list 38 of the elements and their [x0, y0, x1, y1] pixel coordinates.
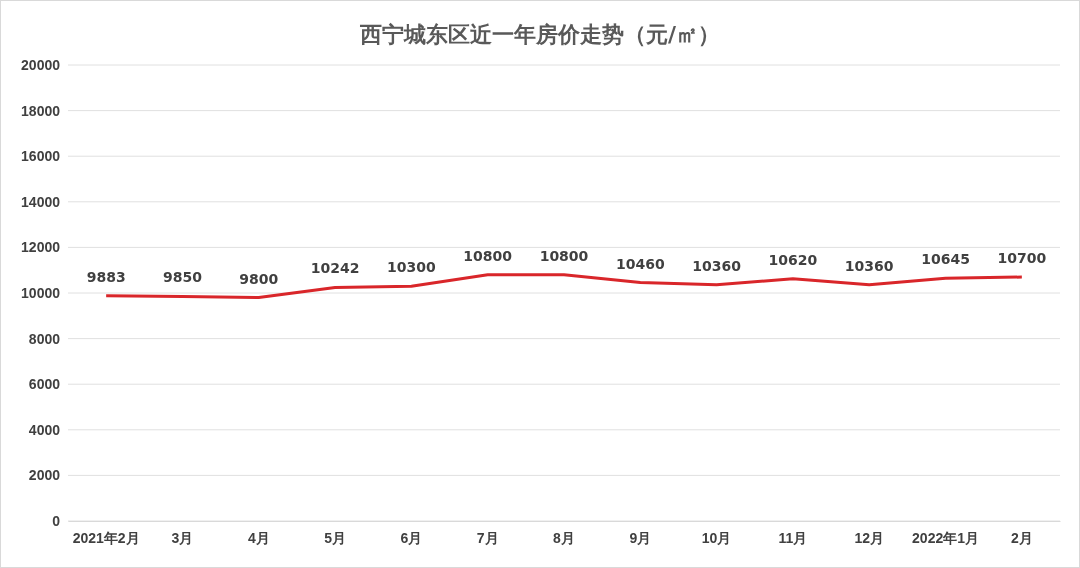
- x-tick-label: 6月: [400, 529, 423, 546]
- y-tick-label: 10000: [21, 284, 61, 301]
- data-label: 10700: [997, 250, 1047, 267]
- y-tick-label: 12000: [21, 239, 61, 256]
- data-label: 10360: [692, 257, 742, 274]
- y-tick-label: 4000: [28, 421, 61, 438]
- y-tick-label: 6000: [28, 376, 61, 393]
- data-label: 10800: [463, 247, 513, 264]
- data-label: 10800: [539, 247, 589, 264]
- x-tick-label: 2月: [1010, 529, 1033, 546]
- y-tick-label: 2000: [28, 467, 61, 484]
- x-tick-label: 10月: [701, 529, 732, 546]
- x-tick-label: 5月: [324, 529, 346, 546]
- data-label: 10300: [387, 259, 436, 276]
- y-tick-label: 16000: [21, 148, 61, 165]
- y-tick-label: 8000: [28, 330, 61, 347]
- data-label: 9850: [162, 269, 203, 286]
- x-tick-label: 8月: [553, 529, 575, 546]
- y-tick-label: 14000: [21, 193, 61, 210]
- x-tick-label: 2022年1月: [912, 529, 980, 546]
- chart-title: 西宁城东区近一年房价走势（元/㎡）: [358, 22, 721, 47]
- x-tick-label: 4月: [247, 529, 270, 546]
- data-label: 9883: [86, 268, 126, 285]
- x-tick-label: 11月: [778, 529, 808, 546]
- x-tick-label: 3月: [171, 529, 194, 546]
- data-label: 10645: [921, 251, 970, 268]
- x-tick-label: 9月: [629, 529, 652, 546]
- y-tick-label: 0: [52, 512, 61, 529]
- x-tick-label: 12月: [854, 529, 885, 546]
- data-label: 10360: [844, 257, 894, 274]
- y-tick-label: 20000: [21, 56, 61, 73]
- x-tick-label: 2021年2月: [72, 529, 140, 546]
- data-label: 10242: [310, 260, 360, 277]
- data-label: 10620: [768, 251, 818, 268]
- data-label: 10460: [615, 255, 665, 272]
- data-label: 9800: [239, 270, 279, 287]
- x-tick-label: 7月: [476, 529, 499, 546]
- y-tick-label: 18000: [21, 102, 61, 119]
